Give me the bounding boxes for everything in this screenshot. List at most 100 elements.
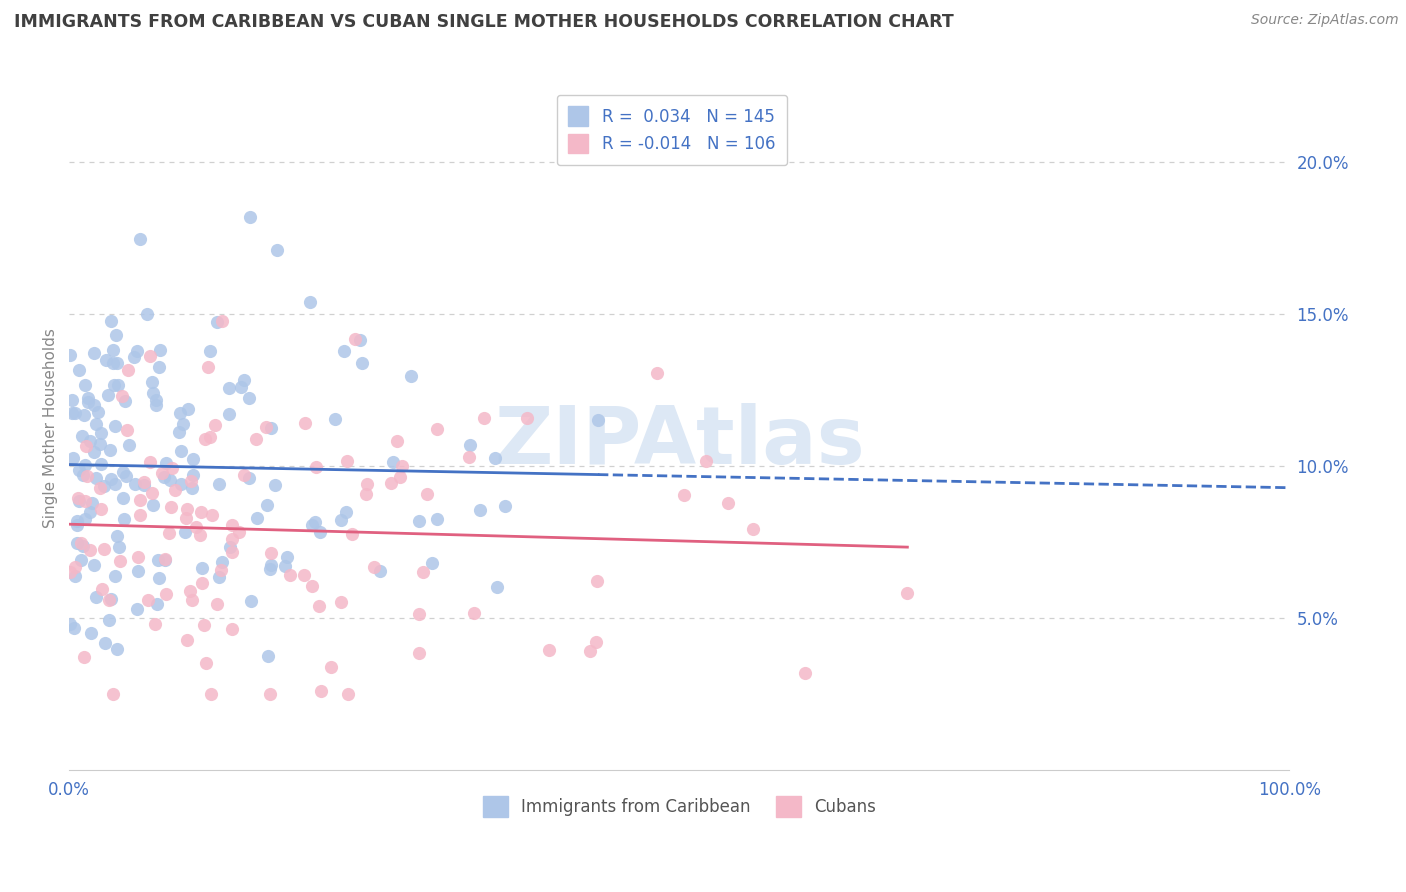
Point (193, 617, 215, 632)
Point (516, 410, 538, 425)
Point (115, 469, 138, 483)
Point (73, 650, 96, 665)
Point (305, 459, 328, 474)
Point (209, 562, 232, 576)
Point (416, 487, 439, 501)
Point (104, 569, 127, 583)
Point (149, 343, 172, 357)
Point (420, 556, 443, 570)
Point (127, 550, 149, 565)
Point (264, 478, 287, 492)
Point (260, 421, 283, 435)
Point (153, 470, 176, 484)
Point (153, 553, 176, 567)
Point (344, 332, 367, 346)
Point (72, 539, 94, 553)
Point (84, 590, 107, 604)
Point (86, 417, 108, 431)
Point (278, 568, 301, 582)
Point (319, 660, 342, 674)
Point (62, 451, 84, 466)
Point (170, 444, 193, 458)
Point (273, 558, 295, 573)
Point (298, 294, 321, 309)
Point (157, 526, 180, 541)
Point (83, 345, 105, 359)
Point (67, 491, 90, 505)
Point (245, 432, 267, 446)
Point (260, 558, 283, 572)
Point (211, 313, 233, 327)
Point (211, 555, 233, 569)
Point (79, 505, 101, 519)
Point (179, 584, 201, 599)
Point (276, 549, 298, 564)
Point (388, 469, 411, 483)
Point (329, 595, 352, 609)
Point (259, 687, 281, 701)
Point (89, 437, 111, 451)
Point (104, 477, 127, 491)
Point (87, 405, 110, 419)
Point (585, 634, 607, 648)
Point (112, 511, 135, 525)
Point (380, 476, 402, 491)
Point (72, 467, 94, 482)
Point (98, 613, 121, 627)
Point (391, 459, 413, 474)
Point (232, 468, 254, 483)
Point (155, 456, 177, 470)
Point (94, 353, 117, 368)
Point (105, 529, 128, 543)
Point (180, 481, 202, 495)
Point (190, 505, 212, 519)
Point (352, 356, 374, 370)
Point (142, 386, 165, 401)
Point (301, 579, 323, 593)
Point (142, 498, 165, 512)
Point (260, 546, 283, 560)
Point (194, 432, 217, 446)
Point (645, 366, 668, 380)
Point (304, 515, 326, 529)
Point (148, 359, 170, 374)
Point (457, 450, 479, 464)
Text: Source: ZipAtlas.com: Source: ZipAtlas.com (1251, 13, 1399, 28)
Point (139, 350, 162, 364)
Point (180, 474, 202, 488)
Point (153, 552, 176, 566)
Point (167, 425, 190, 440)
Point (100, 314, 122, 328)
Point (139, 455, 162, 469)
Point (198, 430, 221, 444)
Point (408, 514, 430, 528)
Point (70, 429, 93, 443)
Point (246, 510, 269, 524)
Point (73, 493, 96, 508)
Point (221, 622, 243, 636)
Point (240, 593, 263, 607)
Point (221, 545, 243, 559)
Point (308, 599, 330, 613)
Point (169, 406, 191, 420)
Point (301, 517, 323, 532)
Point (60, 392, 83, 407)
Point (191, 561, 214, 575)
Point (62, 621, 84, 635)
Point (103, 378, 125, 392)
Point (172, 417, 194, 431)
Point (66, 518, 89, 533)
Point (294, 417, 316, 431)
Point (181, 452, 204, 467)
Point (108, 541, 131, 555)
Point (60, 406, 83, 420)
Point (159, 473, 181, 487)
Point (190, 575, 212, 590)
Point (173, 525, 195, 540)
Point (188, 527, 211, 541)
Point (93, 479, 115, 493)
Point (382, 455, 405, 469)
Point (176, 501, 198, 516)
Point (76, 468, 98, 483)
Point (89, 481, 111, 495)
